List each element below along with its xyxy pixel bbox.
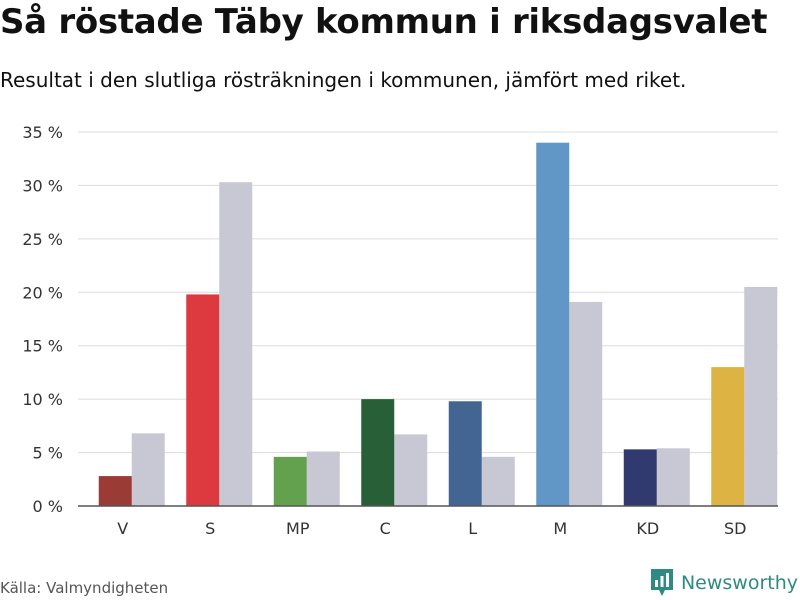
bar-chart: 0 % 5 % 10 % 15 % 20 % 25 % 30 % 35 % V S MP C L M KD… [22,123,778,538]
y-tick-label: 20 % [22,283,63,302]
bar-kommun-l [448,401,482,506]
source-note: Källa: Valmyndigheten [0,579,169,597]
y-tick-label: 15 % [22,337,63,356]
brand-name: Newsworthy [680,572,798,594]
x-tick-label: V [117,519,128,538]
bar-national-m [569,301,603,506]
y-axis-ticks: 0 % 5 % 10 % 15 % 20 % 25 % 30 % 35 % [22,123,63,516]
bar-kommun-m [536,142,570,506]
y-tick-label: 5 % [33,444,63,463]
x-tick-label: M [553,519,567,538]
bar-kommun-v [98,476,132,506]
bar-kommun-mp [273,456,307,506]
chart-title: Så röstade Täby kommun i riksdagsvalet [0,2,768,42]
y-tick-label: 10 % [22,390,63,409]
bar-national-c [394,434,428,506]
x-tick-label: MP [286,519,310,538]
bar-national-v [131,433,165,506]
chart-subtitle: Resultat i den slutliga rösträkningen i … [0,68,687,92]
y-tick-label: 25 % [22,230,63,249]
bar-kommun-kd [623,449,657,506]
x-axis-ticks: V S MP C L M KD SD [117,519,746,538]
bar-national-s [219,182,253,507]
bar-national-mp [306,451,340,506]
bar-national-l [481,456,515,506]
x-tick-label: C [380,519,391,538]
gridlines [78,131,778,454]
bar-national-sd [744,286,778,506]
bar-kommun-sd [711,367,745,506]
x-tick-label: L [468,519,477,538]
bar-kommun-s [186,294,220,506]
y-tick-label: 35 % [22,123,63,142]
y-tick-label: 30 % [22,176,63,195]
bar-kommun-c [361,399,395,506]
bar-chart-logo-icon [650,569,673,596]
brand-logo: Newsworthy [649,567,798,599]
y-tick-label: 0 % [33,497,63,516]
bars [98,142,778,507]
x-tick-label: KD [636,519,659,538]
x-tick-label: S [205,519,215,538]
bar-national-kd [656,448,690,506]
x-tick-label: SD [724,519,746,538]
